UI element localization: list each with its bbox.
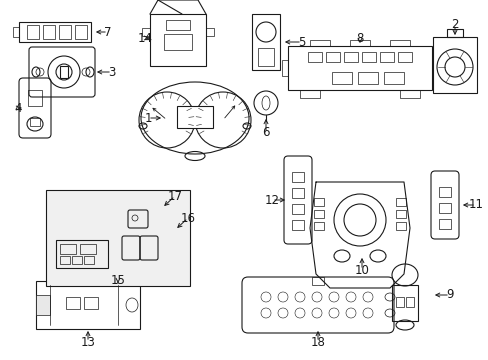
Bar [66, 297, 80, 309]
Bar [13, 27, 19, 37]
Bar [59, 25, 71, 39]
Bar [432, 37, 476, 93]
Bar [251, 14, 280, 70]
Bar [313, 222, 324, 230]
Text: 14: 14 [137, 31, 152, 45]
Text: 16: 16 [180, 211, 195, 225]
Bar [383, 72, 403, 84]
Bar [282, 60, 287, 76]
Bar [313, 198, 324, 206]
Bar [165, 20, 190, 30]
Bar [177, 106, 213, 128]
Bar [36, 295, 50, 315]
Bar [30, 118, 40, 126]
Bar [72, 256, 82, 264]
Bar [311, 277, 324, 285]
Bar [84, 297, 98, 309]
Bar [361, 52, 375, 62]
Bar [389, 40, 409, 46]
Bar [343, 52, 357, 62]
Bar [60, 256, 70, 264]
Text: 18: 18 [310, 336, 325, 348]
Bar [291, 172, 304, 182]
Bar [438, 203, 450, 213]
Bar [150, 14, 205, 66]
Bar [142, 28, 150, 36]
Text: 3: 3 [108, 66, 116, 78]
Bar [84, 256, 94, 264]
Text: 11: 11 [468, 198, 483, 211]
Bar [446, 29, 462, 37]
Bar [80, 244, 96, 254]
Bar [27, 25, 39, 39]
Text: 10: 10 [354, 264, 368, 276]
Bar [395, 198, 405, 206]
Bar [291, 220, 304, 230]
Bar [291, 188, 304, 198]
Bar [379, 52, 393, 62]
Bar [60, 244, 76, 254]
Bar [438, 219, 450, 229]
Bar [56, 240, 108, 268]
Bar [395, 210, 405, 218]
Text: 7: 7 [104, 26, 112, 39]
Bar [28, 90, 42, 106]
Bar [307, 52, 321, 62]
Bar [36, 281, 140, 329]
Bar [309, 40, 329, 46]
Bar [313, 210, 324, 218]
Bar [287, 46, 431, 90]
Bar [291, 204, 304, 214]
Bar [395, 222, 405, 230]
Bar [349, 40, 369, 46]
Bar [399, 90, 419, 98]
Bar [325, 52, 339, 62]
Text: 8: 8 [356, 31, 363, 45]
Bar [397, 52, 411, 62]
Bar [357, 72, 377, 84]
Bar [43, 25, 55, 39]
Text: 1: 1 [144, 112, 151, 125]
Bar [438, 187, 450, 197]
Bar [60, 66, 68, 78]
Text: 4: 4 [14, 102, 21, 114]
Text: 5: 5 [298, 36, 305, 49]
Bar [46, 190, 190, 286]
Text: 13: 13 [81, 336, 95, 348]
Bar [405, 297, 413, 307]
Bar [163, 34, 192, 50]
Bar [395, 297, 403, 307]
Text: 6: 6 [262, 126, 269, 139]
Bar [205, 28, 214, 36]
Text: 17: 17 [167, 189, 182, 202]
Bar [19, 22, 91, 42]
Bar [391, 285, 417, 321]
Bar [331, 72, 351, 84]
Text: 15: 15 [110, 274, 125, 287]
Text: 12: 12 [264, 194, 279, 207]
Bar [75, 25, 87, 39]
Bar [258, 48, 273, 66]
Bar [299, 90, 319, 98]
Text: 9: 9 [446, 288, 453, 302]
Text: 2: 2 [450, 18, 458, 31]
